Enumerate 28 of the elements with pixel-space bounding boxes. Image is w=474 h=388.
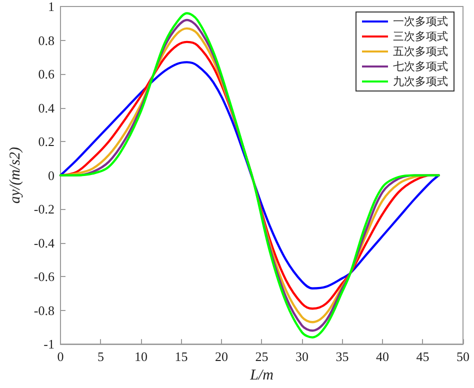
x-tick-label: 50 [456, 349, 470, 364]
x-tick-label: 15 [174, 349, 188, 364]
legend-label: 七次多项式 [393, 60, 448, 73]
x-tick-label: 35 [336, 349, 349, 364]
y-tick-label: 0.4 [38, 100, 55, 116]
y-tick-label: 0 [48, 168, 54, 183]
y-tick-label: 0.8 [38, 32, 54, 48]
y-tick-label: 0.2 [38, 134, 54, 150]
y-tick-label: -1 [44, 336, 54, 352]
y-tick-label: 1 [48, 0, 54, 14]
x-tick-label: 40 [376, 349, 389, 364]
legend-label: 三次多项式 [393, 30, 448, 43]
legend-label: 一次多项式 [393, 15, 448, 28]
x-tick-label: 20 [214, 349, 228, 364]
x-tick-label: 5 [97, 349, 104, 364]
x-tick-label: 25 [255, 349, 268, 364]
y-axis-title: ay/(m/s2) [8, 146, 24, 204]
x-tick-label: 45 [416, 349, 430, 364]
x-tick-label: 10 [134, 349, 148, 364]
y-tick-label: -0.6 [34, 269, 55, 284]
y-tick-label: 0.6 [38, 66, 55, 82]
y-tick-label: -0.4 [34, 235, 55, 250]
y-tick-label: -0.2 [34, 202, 54, 217]
x-axis-title: L/m [249, 368, 274, 384]
legend-label: 九次多项式 [393, 75, 448, 88]
y-tick-label: -0.8 [34, 302, 54, 318]
legend-label: 五次多项式 [393, 45, 448, 58]
x-tick-label: 30 [295, 349, 308, 364]
